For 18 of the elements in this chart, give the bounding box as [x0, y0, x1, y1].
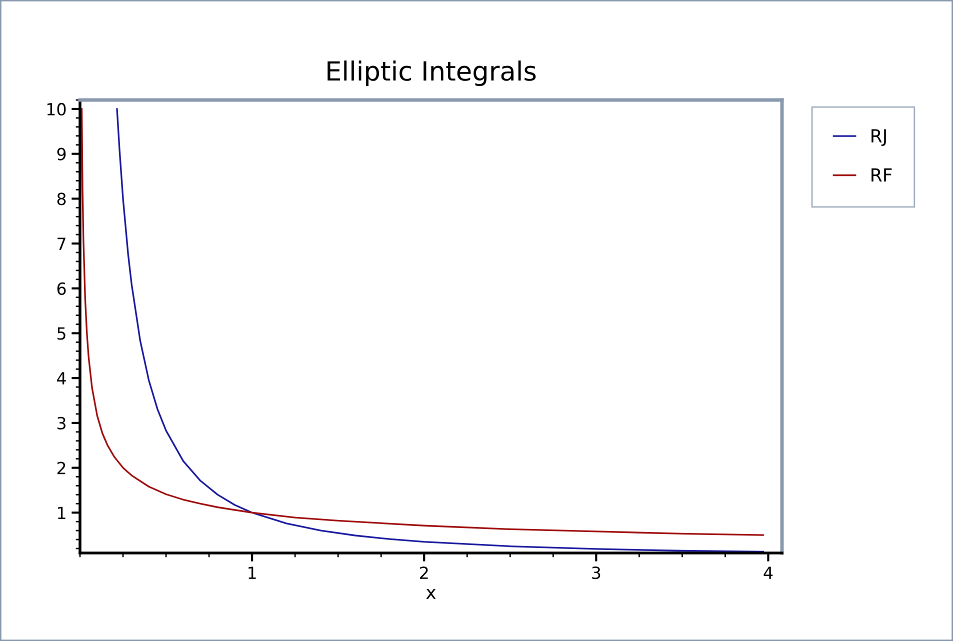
y-tick-label: 5	[57, 327, 66, 340]
x-tick-label: 1	[248, 566, 256, 579]
y-tick-label: 10	[47, 102, 66, 116]
y-tick-label: 7	[58, 238, 66, 250]
x-tick-label: 3	[592, 566, 600, 580]
y-tick-label: 2	[57, 462, 66, 474]
x-tick-label: 4	[764, 566, 773, 579]
chart-title: Elliptic Integrals	[328, 60, 536, 86]
y-tick-label: 9	[57, 148, 66, 160]
y-tick-label: 6	[57, 282, 66, 295]
y-tick-label: 4	[57, 372, 66, 384]
legend-label: RJ	[872, 129, 886, 146]
y-tick-label: 3	[57, 416, 66, 430]
y-tick-label: 1	[58, 506, 66, 519]
legend-label: RF	[872, 168, 892, 182]
x-tick-label: 2	[420, 566, 428, 579]
x-axis-title: x	[426, 588, 436, 599]
y-tick-label: 8	[57, 192, 66, 206]
